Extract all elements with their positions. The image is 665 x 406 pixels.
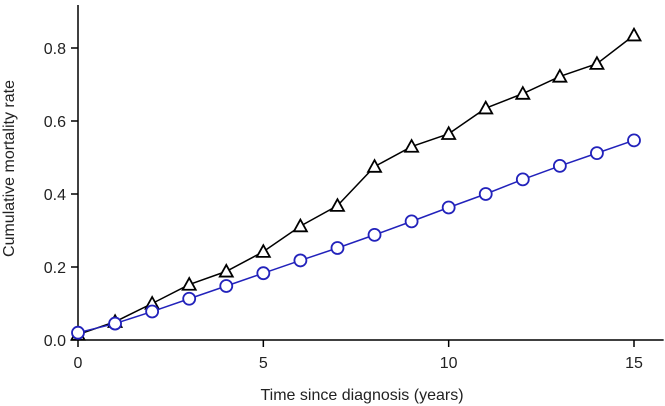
circle-marker (441, 200, 456, 215)
circle-marker (515, 172, 530, 187)
triangle-marker (181, 276, 198, 291)
triangle-marker (255, 243, 272, 258)
circle-marker (108, 316, 122, 331)
circle-marker (219, 279, 234, 293)
circle-marker (367, 227, 382, 242)
triangle-marker (514, 85, 531, 100)
triangle-marker (218, 263, 235, 278)
x-tick-label: 5 (259, 355, 268, 372)
y-tick-label: 0.2 (44, 260, 66, 277)
y-tick-label: 0.8 (44, 41, 66, 58)
circle-marker (627, 133, 641, 148)
y-tick-label: 0.4 (44, 187, 66, 204)
triangle-marker (403, 138, 420, 153)
y-axis-title: Cumulative mortality rate (1, 80, 18, 257)
series-layer (69, 26, 643, 341)
circle-marker (404, 214, 419, 229)
circle-marker (293, 253, 308, 268)
circle-marker (478, 187, 493, 201)
circle-marker (71, 325, 85, 340)
x-tick-label: 15 (625, 355, 643, 372)
circle-marker (145, 304, 160, 319)
triangle-marker (625, 26, 643, 42)
x-tick-label: 0 (74, 355, 83, 372)
triangle-marker (477, 99, 494, 115)
circle-marker (552, 158, 567, 173)
series-line (77, 34, 635, 336)
axes (77, 5, 664, 341)
triangle-marker (588, 55, 605, 70)
circle-marker (330, 241, 345, 255)
x-axis-title: Time since diagnosis (years) (260, 387, 463, 404)
triangle-marker (329, 197, 346, 212)
y-tick-label: 0.6 (44, 114, 66, 131)
circle-marker (182, 291, 197, 306)
y-tick-label: 0.0 (44, 333, 66, 350)
triangle-marker (366, 158, 383, 173)
series-circle (71, 133, 641, 340)
series-line (77, 139, 635, 334)
x-tick-label: 10 (440, 355, 458, 372)
circle-marker (256, 266, 271, 281)
circle-marker (590, 146, 604, 161)
triangle-marker (551, 68, 568, 83)
series-triangle (69, 26, 643, 341)
triangle-marker (292, 217, 309, 233)
ticks: 0 5 10 15 0.0 0.2 0.4 0.6 0.8 (44, 41, 643, 372)
triangle-marker (440, 125, 457, 140)
